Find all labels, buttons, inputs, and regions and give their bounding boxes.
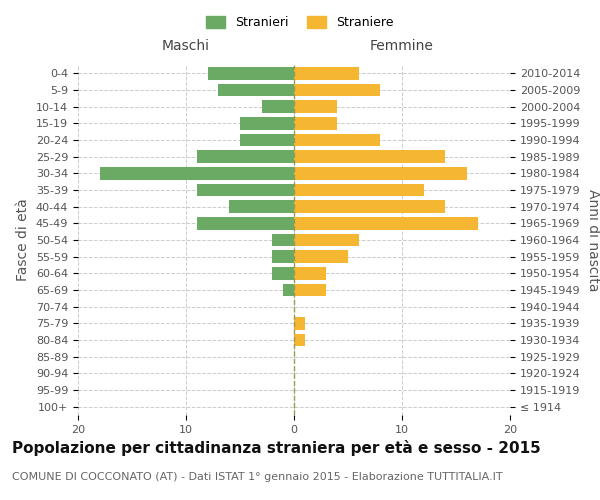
Bar: [294, 317, 305, 330]
Bar: [294, 267, 326, 280]
Bar: [218, 84, 294, 96]
Text: COMUNE DI COCCONATO (AT) - Dati ISTAT 1° gennaio 2015 - Elaborazione TUTTITALIA.: COMUNE DI COCCONATO (AT) - Dati ISTAT 1°…: [12, 472, 503, 482]
Bar: [208, 67, 294, 80]
Bar: [294, 200, 445, 213]
Bar: [294, 334, 305, 346]
Bar: [197, 184, 294, 196]
Bar: [294, 117, 337, 130]
Text: Popolazione per cittadinanza straniera per età e sesso - 2015: Popolazione per cittadinanza straniera p…: [12, 440, 541, 456]
Bar: [294, 234, 359, 246]
Bar: [272, 267, 294, 280]
Bar: [197, 150, 294, 163]
Bar: [197, 217, 294, 230]
Bar: [272, 234, 294, 246]
Bar: [294, 167, 467, 179]
Text: Maschi: Maschi: [162, 38, 210, 52]
Bar: [100, 167, 294, 179]
Bar: [283, 284, 294, 296]
Y-axis label: Anni di nascita: Anni di nascita: [586, 188, 600, 291]
Bar: [240, 134, 294, 146]
Bar: [294, 184, 424, 196]
Bar: [294, 284, 326, 296]
Y-axis label: Fasce di età: Fasce di età: [16, 198, 31, 281]
Bar: [294, 217, 478, 230]
Text: Femmine: Femmine: [370, 38, 434, 52]
Bar: [272, 250, 294, 263]
Bar: [294, 84, 380, 96]
Bar: [240, 117, 294, 130]
Bar: [262, 100, 294, 113]
Legend: Stranieri, Straniere: Stranieri, Straniere: [202, 11, 398, 34]
Bar: [229, 200, 294, 213]
Bar: [294, 134, 380, 146]
Bar: [294, 100, 337, 113]
Bar: [294, 150, 445, 163]
Bar: [294, 67, 359, 80]
Bar: [294, 250, 348, 263]
